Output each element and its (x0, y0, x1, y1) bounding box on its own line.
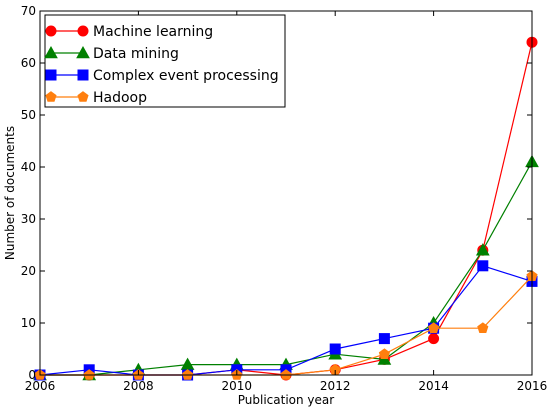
x-tick-label: 2016 (517, 379, 548, 393)
data-point (475, 243, 490, 256)
legend-label: Complex event processing (93, 68, 279, 84)
legend-marker (76, 45, 90, 59)
y-tick-label: 20 (21, 264, 36, 278)
data-point (329, 343, 341, 355)
data-point (477, 322, 489, 333)
x-axis-label: Publication year (238, 393, 335, 407)
data-point (378, 348, 390, 359)
y-axis-label: Number of documents (3, 126, 17, 260)
legend-marker (45, 91, 57, 102)
legend-item: Hadoop (45, 90, 147, 106)
data-point (428, 333, 440, 345)
x-tick-label: 2014 (418, 379, 449, 393)
legend-item: Machine learning (45, 24, 213, 40)
legend-marker (77, 69, 89, 81)
series-data-mining (33, 154, 539, 381)
y-tick-label: 50 (21, 108, 36, 122)
legend-marker (77, 91, 89, 102)
y-tick-label: 70 (21, 4, 36, 18)
y-tick-label: 10 (21, 316, 36, 330)
legend-items: Machine learning Data mining Complex event… (44, 24, 279, 106)
x-tick-label: 2008 (123, 379, 154, 393)
legend-item: Complex event processing (45, 68, 279, 84)
legend: Machine learning Data mining Complex event… (44, 14, 286, 108)
legend-marker (77, 25, 89, 37)
x-tick-label: 2010 (222, 379, 253, 393)
data-point (378, 333, 390, 345)
x-tick-label: 2006 (25, 379, 56, 393)
x-tick-label: 2012 (320, 379, 351, 393)
y-tick-label: 30 (21, 212, 36, 226)
legend-marker (45, 25, 57, 37)
legend-label: Machine learning (93, 24, 213, 40)
plot-frame (39, 10, 533, 376)
legend-marker (45, 69, 57, 81)
y-tick-label: 60 (21, 56, 36, 70)
y-tick-label: 0 (28, 368, 36, 382)
ticks-layer: 2006 2008 2010 2012 2014 2016 0 10 20 30 40 50 60 70 (21, 4, 548, 393)
legend-label: Data mining (93, 46, 179, 62)
legend-item: Data mining (44, 45, 179, 62)
data-point (477, 260, 489, 272)
y-tick-label: 40 (21, 160, 36, 174)
data-point (428, 322, 440, 333)
legend-label: Hadoop (93, 90, 147, 106)
legend-marker (44, 45, 58, 59)
series-line (40, 161, 533, 376)
